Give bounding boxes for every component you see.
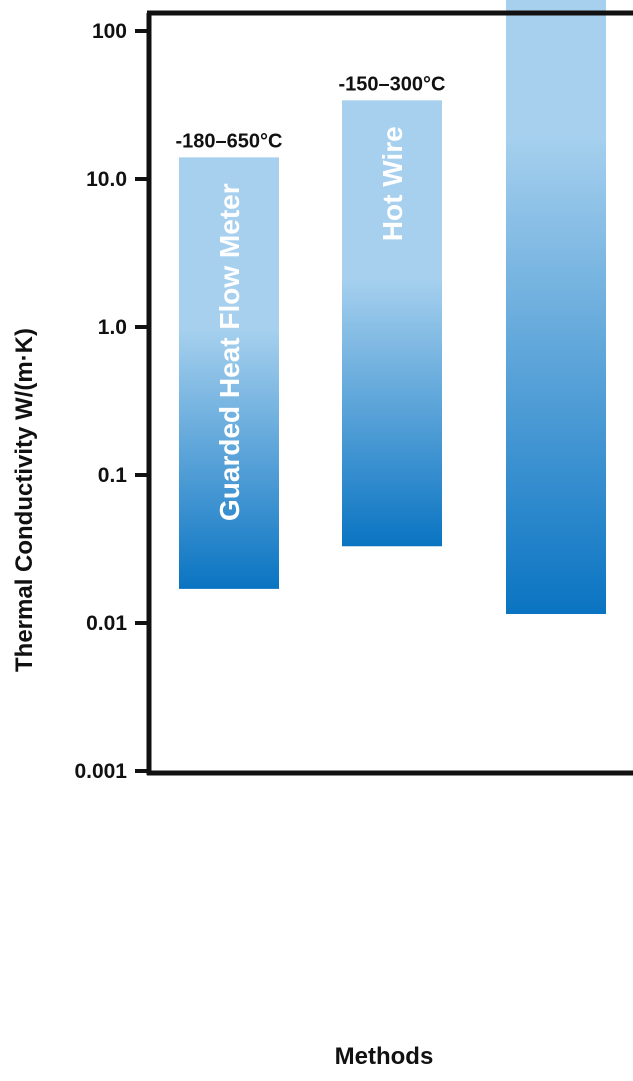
range-bar [506, 0, 606, 615]
x-axis-title: Methods [335, 1043, 434, 1070]
temperature-range-label: -150–300°C [339, 73, 446, 95]
range-bar [179, 157, 279, 589]
temperature-range-label: -180–650°C [176, 130, 283, 152]
y-axis-title: Thermal Conductivity W/(m·K) [11, 328, 38, 672]
bar-method-label: Guarded Heat Flow Meter [214, 183, 245, 521]
y-tick-label: 0.1 [98, 464, 128, 487]
y-tick-label: 100 [92, 20, 127, 43]
range-bar [342, 100, 442, 547]
y-tick-label: 0.001 [74, 760, 127, 783]
y-tick-label: 10.0 [86, 168, 127, 191]
axis-frame [146, 10, 633, 776]
y-tick-label: 0.01 [86, 612, 127, 635]
y-tick-label: 1.0 [98, 316, 127, 339]
bar-method-label: Hot Wire [377, 126, 408, 241]
range-labels-layer: -180–650°C-150–300°C-125–2400°C [176, 73, 446, 152]
